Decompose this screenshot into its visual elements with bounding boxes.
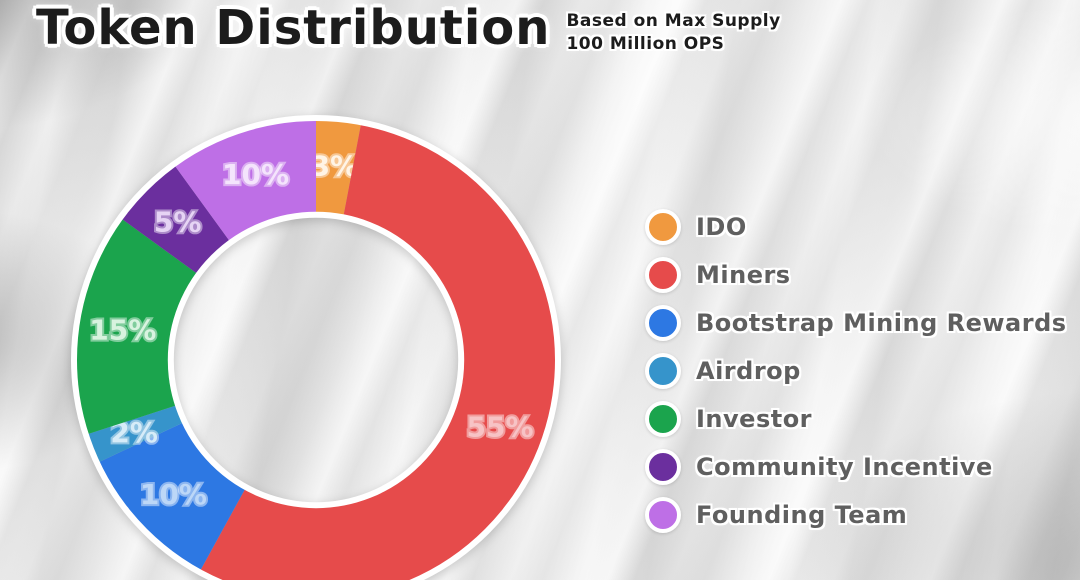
subtitle-line-2: 100 Million OPS xyxy=(566,33,725,54)
slice-value-label-ido: 3% xyxy=(311,149,359,182)
slice-value-label-airdrop: 2% xyxy=(110,416,158,449)
donut-slice-ido xyxy=(316,118,362,218)
legend-item-founding-team: Founding Team xyxy=(645,493,1067,537)
legend-label: Miners xyxy=(696,261,791,289)
donut-slice-miners xyxy=(199,122,558,580)
legend-swatch-community-incentive xyxy=(645,449,681,485)
donut-slice-investor xyxy=(74,217,199,435)
slice-value-label-founding-team: 10% xyxy=(222,158,289,191)
legend-label: Investor xyxy=(696,405,813,433)
legend-item-community-incentive: Community Incentive xyxy=(645,445,1067,489)
legend-swatch-airdrop xyxy=(645,353,681,389)
legend-swatch-miners xyxy=(645,257,681,293)
legend-item-ido: IDO xyxy=(645,205,1067,249)
header: Token Distribution Based on Max Supply 1… xyxy=(36,2,781,56)
legend-label: Community Incentive xyxy=(696,453,993,481)
legend-label: Founding Team xyxy=(696,501,908,529)
slice-value-label-bootstrap-mining-rewards: 10% xyxy=(140,478,207,511)
slice-value-label-investor: 15% xyxy=(89,313,156,346)
chart-legend: IDO Miners Bootstrap Mining Rewards Aird… xyxy=(645,205,1067,541)
donut-slice-founding-team xyxy=(173,118,316,243)
slice-value-label-community-incentive: 5% xyxy=(154,206,202,239)
legend-item-airdrop: Airdrop xyxy=(645,349,1067,393)
legend-label: IDO xyxy=(696,213,747,241)
slice-value-label-miners: 55% xyxy=(467,410,534,443)
legend-item-investor: Investor xyxy=(645,397,1067,441)
legend-label: Airdrop xyxy=(696,357,801,385)
page-title: Token Distribution xyxy=(36,0,551,56)
subtitle: Based on Max Supply 100 Million OPS xyxy=(566,10,780,56)
donut-slice-airdrop xyxy=(85,404,185,464)
donut-slice-community-incentive xyxy=(120,164,231,275)
legend-swatch-investor xyxy=(645,401,681,437)
donut-inner-ring xyxy=(167,211,465,509)
subtitle-line-1: Based on Max Supply xyxy=(566,11,781,31)
legend-swatch-ido xyxy=(645,209,681,245)
legend-item-bootstrap-mining-rewards: Bootstrap Mining Rewards xyxy=(645,301,1067,345)
legend-item-miners: Miners xyxy=(645,253,1067,297)
legend-swatch-founding-team xyxy=(645,497,681,533)
legend-swatch-bootstrap-mining-rewards xyxy=(645,305,681,341)
donut-outer-ring xyxy=(71,115,561,580)
legend-label: Bootstrap Mining Rewards xyxy=(696,309,1067,337)
